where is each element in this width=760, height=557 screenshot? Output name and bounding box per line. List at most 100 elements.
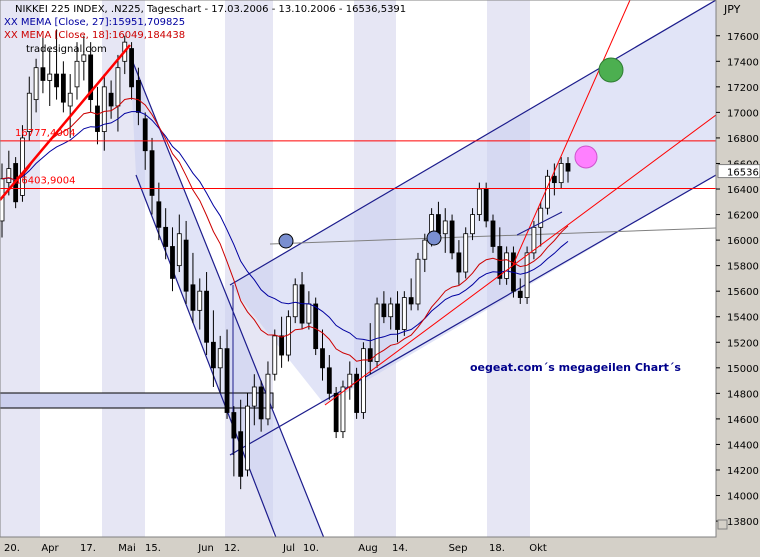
indicator-mema18-label: XX MEMA [Close, 18]:16049,184438	[4, 30, 185, 41]
x-tick-label: 15.	[145, 543, 161, 553]
x-tick-label: 17.	[80, 543, 96, 553]
y-tick-label: 16000	[727, 236, 759, 247]
candle-body	[286, 316, 291, 356]
candle-body	[565, 163, 571, 172]
y-tick-label: 14000	[727, 492, 759, 503]
y-tick-label: 14400	[727, 440, 759, 451]
candle-body	[26, 92, 32, 132]
y-tick-label: 14600	[727, 415, 759, 426]
x-tick-label: 18.	[489, 543, 505, 553]
candle-body	[340, 386, 346, 433]
candle-body	[313, 303, 319, 350]
candle-body	[210, 341, 216, 369]
candle-body	[60, 73, 66, 103]
candle-body	[551, 175, 557, 184]
candle-body	[497, 246, 503, 279]
x-tick-label: 10.	[303, 543, 319, 553]
up-channel-upper-line	[229, 0, 716, 286]
candle-body	[401, 297, 407, 330]
up-channel-fill	[230, 0, 716, 405]
candle-body	[333, 392, 339, 433]
candle-body	[504, 252, 510, 279]
candle-body	[156, 201, 162, 228]
y-tick-label: 17600	[727, 32, 759, 43]
trend-steep-line	[512, 0, 631, 266]
candle-body	[142, 118, 148, 152]
resize-corner-icon[interactable]	[717, 519, 728, 530]
x-tick-label: Jul	[282, 543, 295, 553]
y-tick-label: 15000	[727, 364, 759, 375]
candle-body	[231, 412, 237, 439]
candle-body	[415, 258, 421, 305]
candle-body	[558, 163, 564, 184]
candle-body	[176, 233, 182, 267]
x-tick-label: Sep	[449, 543, 468, 553]
overlays-layer: 16777,4004 16403,9004	[0, 0, 716, 406]
y-tick-label: 17400	[727, 57, 759, 68]
candle-body	[449, 220, 455, 254]
candle-body	[40, 67, 46, 81]
target-circle-pink	[574, 145, 598, 169]
y-tick-label: 15600	[727, 287, 759, 298]
candle-body	[326, 367, 332, 394]
candle-body	[408, 297, 414, 305]
y-tick-label: 15400	[727, 313, 759, 324]
candle-body	[224, 348, 230, 413]
pivot-circle	[278, 233, 294, 249]
candle-body	[374, 303, 380, 362]
candle-body	[388, 303, 394, 318]
candle-body	[265, 373, 271, 420]
y-axis: 13800 14000 14200 14400 14600 14800 15000 15200…	[716, 32, 760, 528]
candle-body	[456, 252, 462, 273]
candle-body	[6, 168, 12, 184]
y-tick-label: 15200	[727, 338, 759, 349]
x-tick-label: Okt	[529, 543, 547, 553]
candle-body	[101, 86, 107, 132]
candle-body	[95, 105, 100, 132]
y-tick-label: 15800	[727, 262, 759, 273]
candle-body	[538, 207, 544, 228]
month-band	[0, 0, 40, 537]
currency-label: JPY	[723, 3, 741, 16]
candle-body	[470, 214, 475, 235]
indicator-mema27-label: XX MEMA [Close, 27]:15951,709825	[4, 17, 185, 28]
x-tick-label: Mai	[118, 543, 136, 553]
candle-body	[204, 290, 209, 343]
candle-body	[381, 303, 387, 318]
down-channel-lower-line	[135, 174, 277, 537]
candle-body	[135, 80, 141, 113]
candle-body	[190, 284, 196, 311]
candle-body	[258, 386, 264, 420]
candle-body	[245, 405, 250, 471]
target-circle-green	[598, 57, 624, 83]
candle-body	[320, 348, 325, 369]
candle-body	[436, 214, 441, 235]
support-box	[0, 392, 274, 409]
candle-body	[279, 335, 284, 356]
channels-layer	[0, 0, 716, 537]
candle-body	[545, 175, 550, 209]
chart-title: NIKKEI 225 INDEX, .N225, Tageschart - 17…	[15, 4, 406, 15]
candle-body	[149, 150, 155, 196]
candle-body	[88, 54, 94, 101]
candle-body	[422, 239, 428, 260]
mema18-line	[1, 97, 569, 362]
level-label: 16403,9004	[15, 176, 75, 187]
x-tick-label: Jun	[197, 543, 214, 553]
x-tick-label: 14.	[392, 543, 408, 553]
x-tick-label: Aug	[358, 543, 378, 553]
x-tick-label: 20.	[4, 543, 20, 553]
candle-body	[517, 290, 523, 298]
candle-body	[74, 60, 80, 88]
candles-layer	[0, 29, 571, 490]
down-channel-upper-line	[129, 54, 325, 537]
candle-body	[238, 431, 244, 477]
candle-body	[272, 335, 278, 375]
candle-body	[183, 239, 189, 292]
candle-body	[395, 303, 400, 330]
candle-body	[197, 290, 203, 311]
watermark: tradesignal.com	[26, 44, 107, 55]
candle-body	[442, 220, 448, 235]
candle-body	[20, 137, 25, 196]
y-tick-label: 17000	[727, 108, 759, 119]
